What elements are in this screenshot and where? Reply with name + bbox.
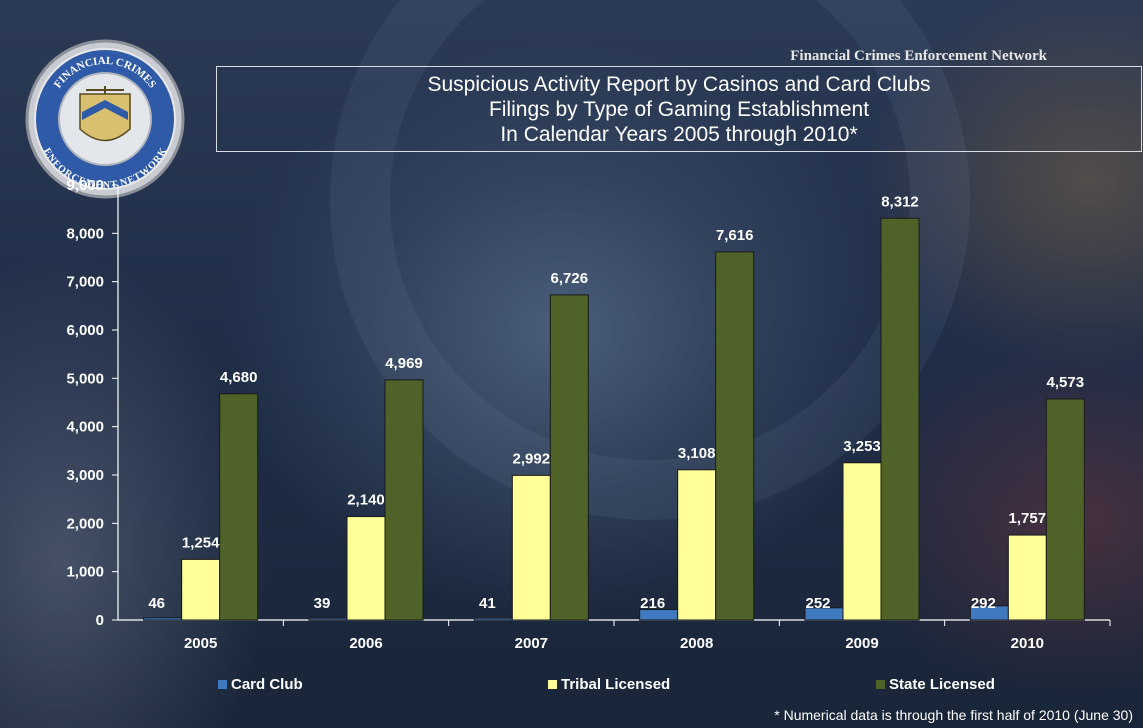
bar-state-licensed-2009 [880,217,920,621]
x-tick-label: 2005 [184,635,217,652]
x-tick-label: 2008 [680,635,713,652]
bar-card-club-2005 [143,617,183,621]
network-label: Financial Crimes Enforcement Network [790,48,1047,64]
bar-value-label: 41 [479,595,496,612]
bar-value-label: 292 [971,595,996,612]
legend-label: Card Club [231,676,303,693]
title-line-2: Filings by Type of Gaming Establishment [488,98,870,121]
y-tick-label: 0 [96,612,104,629]
legend-swatch [548,680,557,689]
bars [143,217,1085,621]
bar-value-label: 2,992 [513,450,551,467]
chart-title-box: Suspicious Activity Report by Casinos an… [216,66,1142,152]
y-tick-label: 1,000 [66,564,104,581]
legend: Card Club Tribal Licensed State Licensed [0,676,1143,696]
bar-value-label: 7,616 [716,227,754,244]
bar-value-label: 1,757 [1009,510,1047,527]
bar-tribal-licensed-2008 [677,469,717,621]
footnote: * Numerical data is through the first ha… [774,707,1133,723]
title-line-3: In Calendar Years 2005 through 2010* [500,123,858,146]
bar-value-label: 4,573 [1047,374,1085,391]
legend-item-tribal-licensed: Tribal Licensed [548,676,670,693]
bar-value-label: 39 [314,595,331,612]
bar-tribal-licensed-2005 [181,558,221,621]
bar-tribal-licensed-2007 [511,474,551,621]
legend-item-card-club: Card Club [218,676,303,693]
x-axis: 2005 2006 2007 2008 2009 2010 [118,619,1111,652]
legend-swatch [218,680,227,689]
bar-labels: 46 39 41 216 252 292 1,254 2,140 2,992 3,108 3,253… [148,193,1084,612]
bar-tribal-licensed-2009 [842,462,882,621]
bar-state-licensed-2010 [1045,398,1085,621]
y-tick-label: 7,000 [66,274,104,291]
bar-value-label: 8,312 [881,193,919,210]
bar-value-label: 3,108 [678,445,716,462]
y-tick-label: 9,000 [66,177,104,194]
legend-item-state-licensed: State Licensed [876,676,995,693]
bar-state-licensed-2008 [715,251,755,621]
bar-value-label: 252 [805,595,830,612]
y-tick-label: 5,000 [66,370,104,387]
bar-value-label: 46 [148,595,165,612]
x-tick-label: 2007 [515,635,548,652]
x-tick-label: 2006 [349,635,382,652]
bar-card-club-2006 [308,617,348,621]
bar-value-label: 3,253 [843,438,881,455]
bar-value-label: 1,254 [182,534,220,551]
legend-label: State Licensed [889,676,995,693]
bar-state-licensed-2006 [384,379,424,621]
y-tick-label: 8,000 [66,225,104,242]
bar-value-label: 216 [640,595,665,612]
legend-swatch [876,680,885,689]
y-axis: 0 1,000 2,000 3,000 4,000 5,000 6,000 7,000 8,00… [66,177,119,629]
bar-value-label: 4,969 [385,355,423,372]
y-tick-label: 2,000 [66,515,104,532]
bar-state-licensed-2005 [219,393,259,621]
legend-label: Tribal Licensed [561,676,671,693]
bar-value-label: 2,140 [347,492,385,509]
bar-value-label: 6,726 [551,270,589,287]
bar-card-club-2007 [473,617,513,621]
x-tick-label: 2010 [1011,635,1044,652]
title-line-1: Suspicious Activity Report by Casinos an… [427,73,931,96]
bar-tribal-licensed-2006 [346,516,386,621]
y-tick-label: 3,000 [66,467,104,484]
bar-tribal-licensed-2010 [1007,534,1047,621]
y-tick-label: 6,000 [66,322,104,339]
bar-state-licensed-2007 [549,294,589,621]
fincen-seal-icon: FINANCIAL CRIMES ENFORCEMENT NETWORK [25,39,185,199]
y-tick-label: 4,000 [66,419,104,436]
x-tick-label: 2009 [845,635,878,652]
bar-value-label: 4,680 [220,369,258,386]
